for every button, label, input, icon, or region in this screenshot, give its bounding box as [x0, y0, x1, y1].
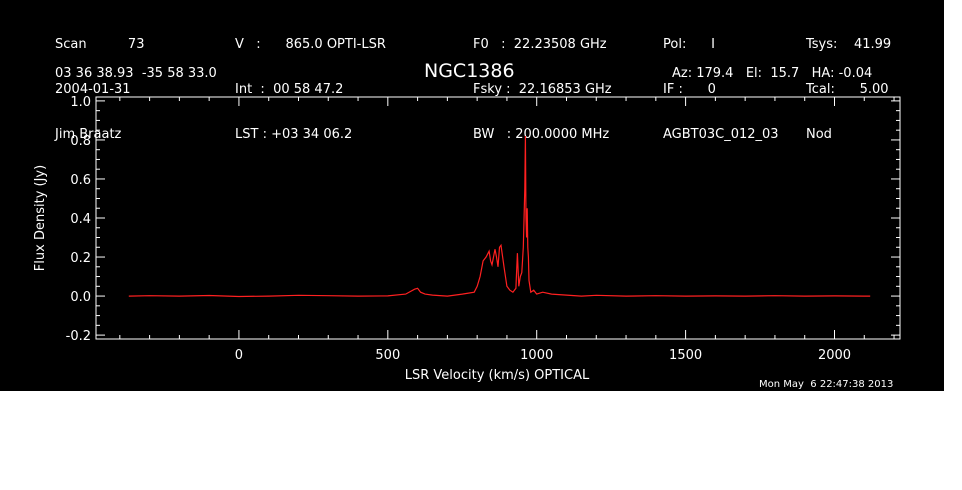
- y-tick-label: 0.8: [70, 134, 91, 149]
- x-tick-label: 1500: [669, 348, 702, 363]
- header-col-polarization: Pol: I IF : 0 AGBT03C_012_03: [663, 7, 779, 172]
- az-el-ha: Az: 179.4 El: 15.7 HA: -0.04: [672, 66, 873, 81]
- spectrum-panel: Scan 73 2004-01-31 Jim Braatz V : 865.0 …: [0, 0, 944, 391]
- x-tick-label: 0: [235, 348, 243, 363]
- flux-trace: [128, 135, 871, 298]
- observer-name: Jim Braatz: [55, 127, 122, 142]
- observation-date: 2004-01-31: [55, 82, 131, 97]
- y-tick-label: 0.6: [70, 173, 91, 188]
- integration-time: Int : 00 58 47.2: [235, 82, 344, 97]
- y-axis-label: Flux Density (Jy): [33, 165, 48, 271]
- source-coordinates: 03 36 38.93 -35 58 33.0: [55, 66, 217, 81]
- x-tick-label: 1000: [520, 348, 553, 363]
- procedure-name: Nod: [806, 127, 832, 142]
- object-name: NGC1386: [424, 60, 515, 82]
- bandwidth: BW : 200.0000 MHz: [473, 127, 610, 142]
- header-col-system: Tsys: 41.99 Tcal: 5.00 Nod: [806, 7, 891, 172]
- plot-frame: [95, 96, 901, 340]
- x-tick-label: 500: [375, 348, 400, 363]
- project-id: AGBT03C_012_03: [663, 127, 779, 142]
- header-col-scan: Scan 73 2004-01-31 Jim Braatz: [55, 7, 144, 172]
- tsys-value: Tsys: 41.99: [806, 37, 892, 52]
- tcal-value: Tcal: 5.00: [806, 82, 889, 97]
- y-tick-label: 0.0: [70, 290, 91, 305]
- spectrum-chart: 0 500 1000 1500 2000 -0.20.00.20.40.60.81.0 …: [33, 95, 901, 383]
- polarization: Pol: I: [663, 37, 715, 52]
- velocity-value: V : 865.0 OPTI-LSR: [235, 37, 386, 52]
- y-axis-ticks: -0.2 0.0 0.2 0.4 0.6 0.8 1.0: [66, 95, 900, 344]
- y-tick-label: 1.0: [70, 95, 91, 110]
- sky-frequency: Fsky : 22.16853 GHz: [473, 82, 612, 97]
- x-tick-label: 2000: [818, 348, 851, 363]
- timestamp: Mon May 6 22:47:38 2013: [759, 379, 894, 390]
- y-tick-label: 0.2: [70, 251, 91, 266]
- header-col-velocity: V : 865.0 OPTI-LSR Int : 00 58 47.2 LST …: [235, 7, 386, 172]
- rest-frequency: F0 : 22.23508 GHz: [473, 37, 607, 52]
- x-axis-label: LSR Velocity (km/s) OPTICAL: [405, 368, 590, 383]
- header-col-frequency: F0 : 22.23508 GHz Fsky : 22.16853 GHz BW…: [473, 7, 612, 172]
- scan-number: Scan 73: [55, 37, 145, 52]
- x-axis-ticks: 0 500 1000 1500 2000: [119, 97, 895, 363]
- y-tick-label: 0.4: [70, 212, 91, 227]
- if-number: IF : 0: [663, 82, 716, 97]
- y-tick-label: -0.2: [66, 329, 91, 344]
- lst-value: LST : +03 34 06.2: [235, 127, 353, 142]
